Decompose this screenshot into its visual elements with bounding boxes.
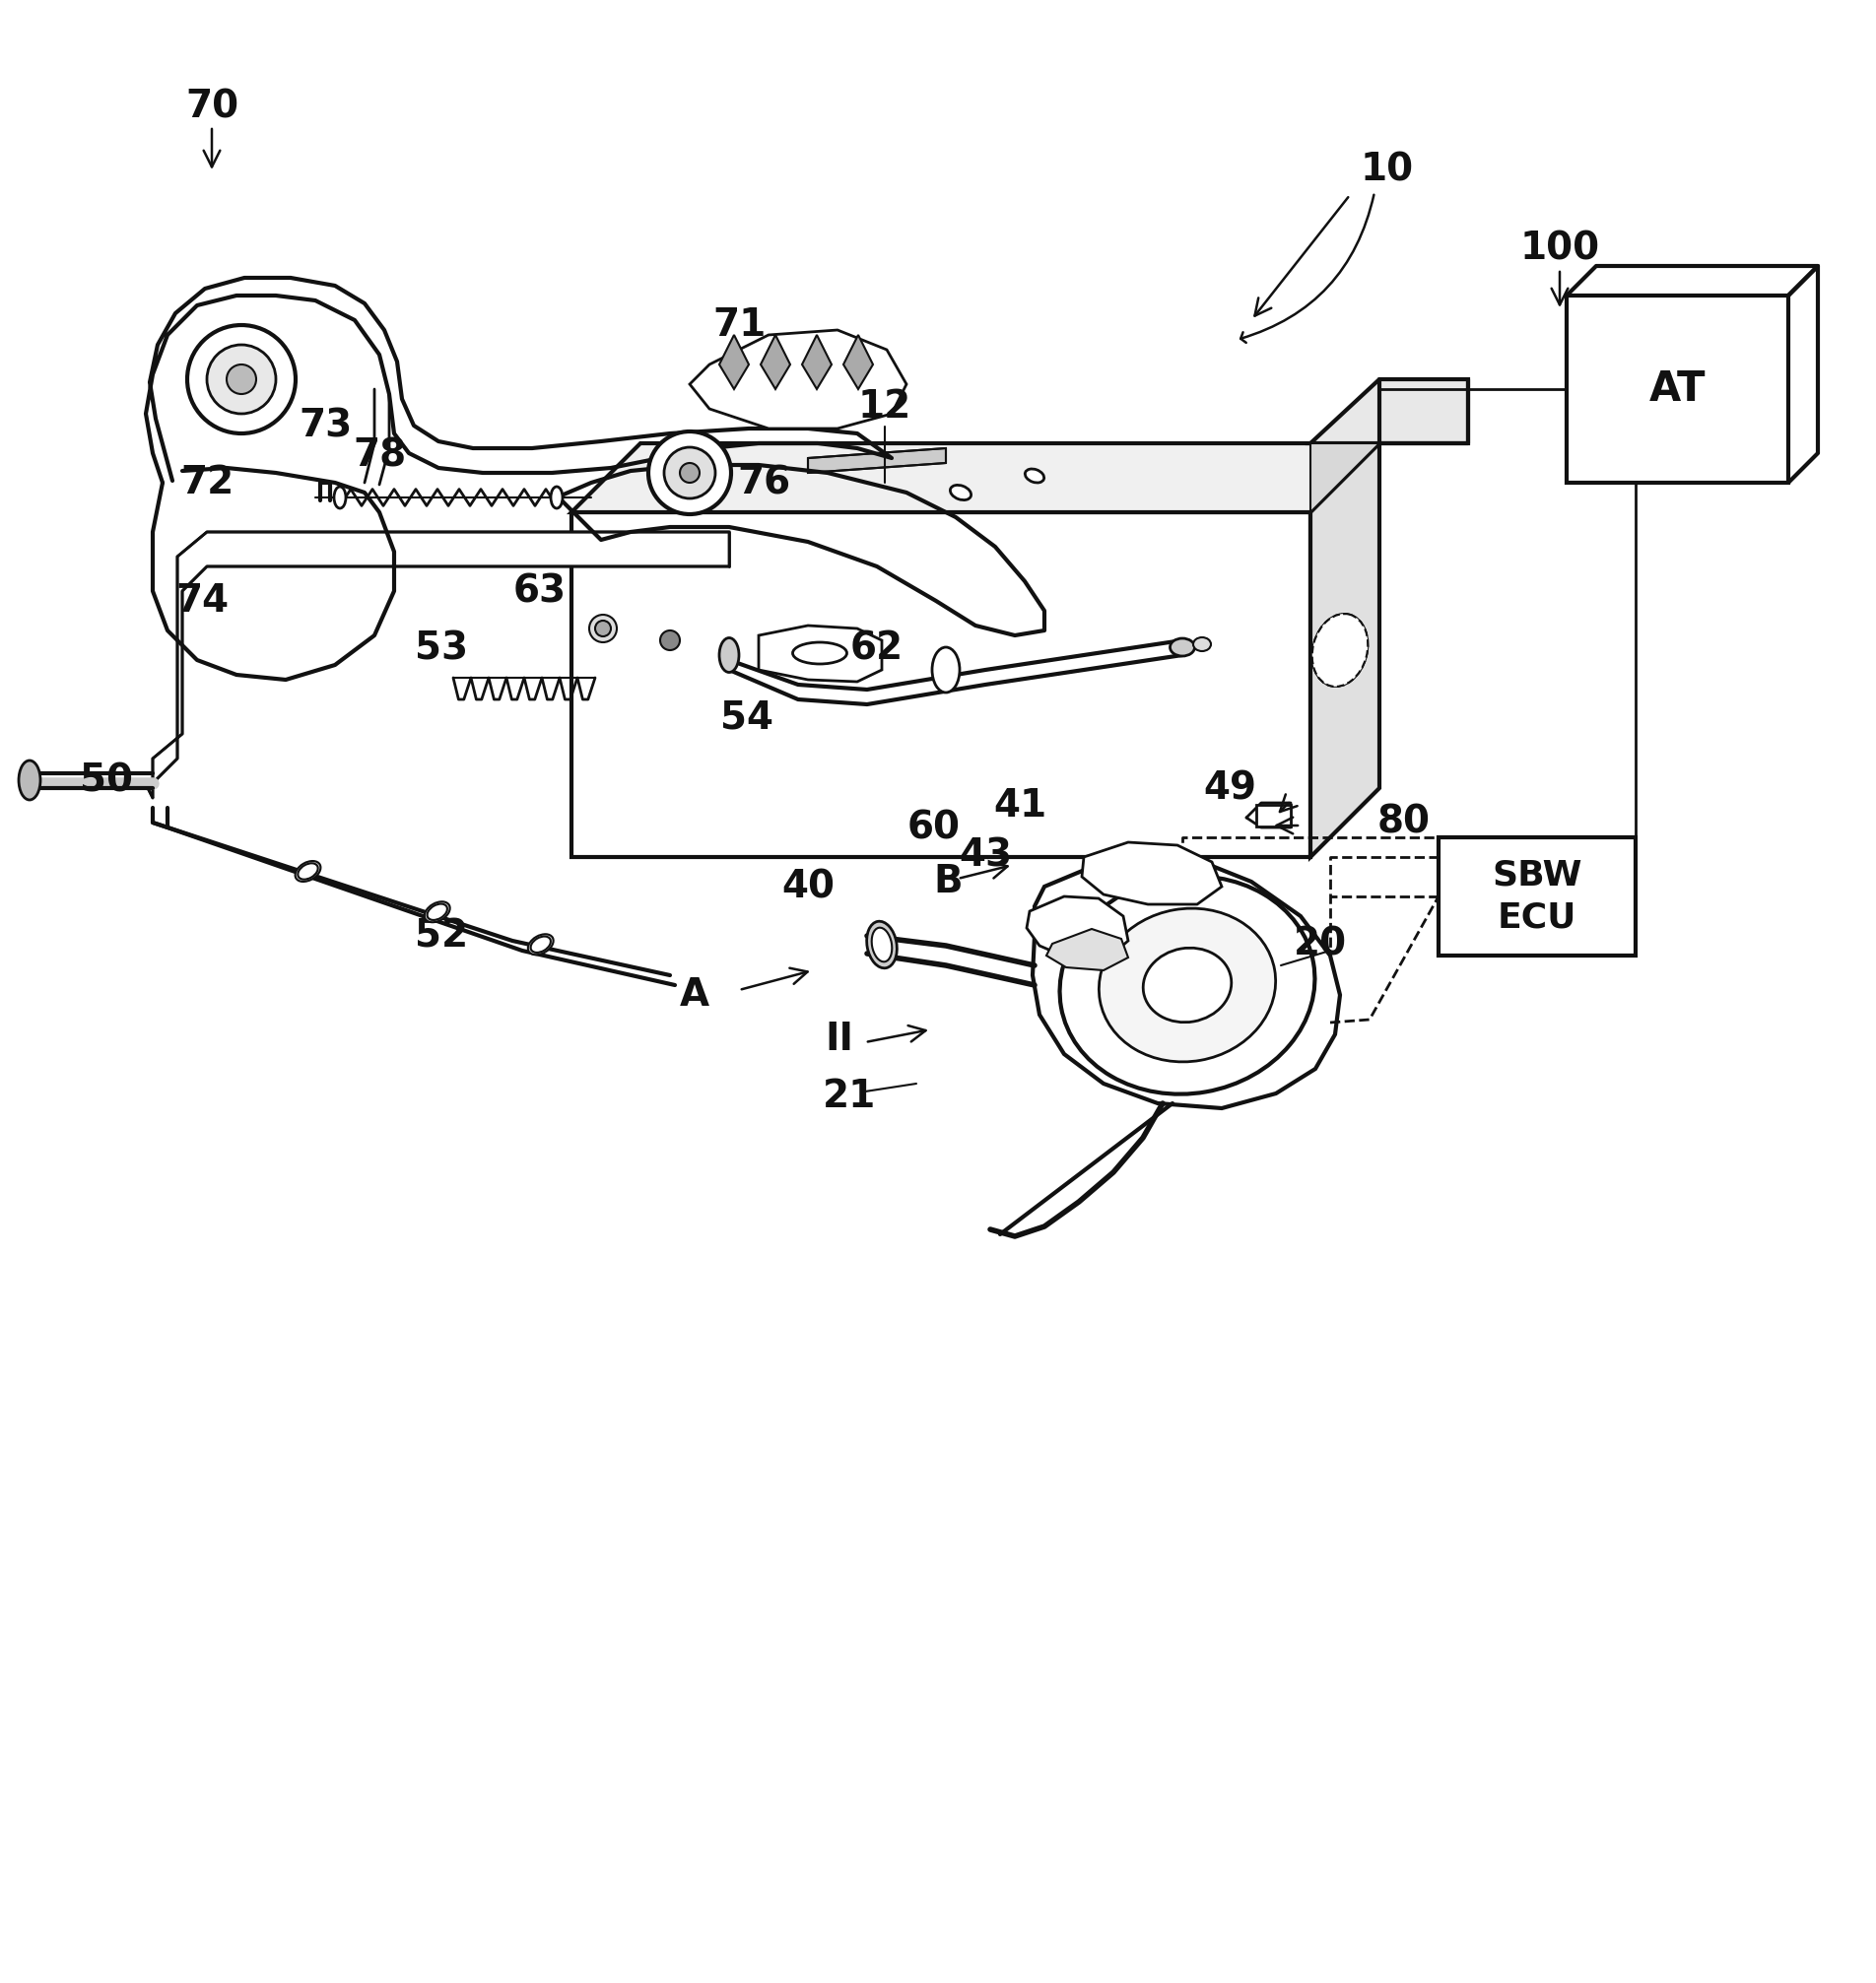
Text: 10: 10: [1360, 153, 1415, 188]
Ellipse shape: [424, 902, 450, 922]
Ellipse shape: [295, 861, 321, 882]
Ellipse shape: [867, 922, 897, 968]
Circle shape: [660, 631, 679, 650]
Polygon shape: [719, 335, 749, 389]
Circle shape: [589, 615, 617, 642]
Text: 41: 41: [992, 787, 1047, 825]
Circle shape: [664, 448, 715, 498]
Ellipse shape: [1171, 639, 1195, 656]
Text: 74: 74: [174, 583, 229, 619]
Polygon shape: [1026, 896, 1127, 960]
Polygon shape: [844, 335, 872, 389]
Text: 20: 20: [1294, 924, 1347, 962]
Text: 53: 53: [415, 629, 469, 666]
Text: 54: 54: [720, 698, 773, 736]
Text: 43: 43: [959, 837, 1011, 875]
Ellipse shape: [1024, 468, 1045, 482]
Polygon shape: [572, 444, 1379, 512]
Text: 52: 52: [415, 916, 469, 954]
Polygon shape: [1047, 928, 1127, 970]
Text: 100: 100: [1520, 230, 1600, 268]
Text: II: II: [825, 1021, 854, 1059]
Text: 62: 62: [850, 629, 904, 666]
Ellipse shape: [1099, 908, 1276, 1061]
Ellipse shape: [719, 639, 739, 672]
Ellipse shape: [531, 936, 552, 952]
Circle shape: [649, 432, 732, 514]
Text: 71: 71: [713, 305, 765, 343]
Polygon shape: [1311, 444, 1379, 512]
Ellipse shape: [932, 646, 961, 692]
Polygon shape: [572, 512, 1311, 857]
Bar: [1439, 837, 1636, 956]
Text: B: B: [932, 863, 962, 900]
Ellipse shape: [19, 761, 41, 799]
Text: 50: 50: [81, 763, 133, 799]
Text: 72: 72: [180, 464, 234, 502]
Polygon shape: [1311, 444, 1379, 857]
Text: 12: 12: [857, 389, 912, 426]
Text: AT: AT: [1649, 369, 1705, 410]
Bar: [1566, 295, 1788, 482]
Circle shape: [679, 462, 700, 482]
Ellipse shape: [951, 486, 972, 500]
Ellipse shape: [334, 486, 345, 508]
Ellipse shape: [1311, 615, 1368, 686]
Polygon shape: [758, 625, 882, 682]
Circle shape: [188, 325, 296, 434]
Polygon shape: [1082, 843, 1221, 904]
Text: 63: 63: [514, 573, 567, 611]
Ellipse shape: [1311, 615, 1368, 686]
Ellipse shape: [1060, 876, 1315, 1095]
Polygon shape: [809, 448, 946, 472]
Text: 80: 80: [1377, 803, 1431, 841]
Circle shape: [206, 345, 276, 414]
Text: 76: 76: [737, 464, 790, 502]
Circle shape: [595, 621, 612, 637]
Ellipse shape: [872, 928, 891, 962]
Bar: [1257, 805, 1291, 827]
Polygon shape: [1311, 379, 1469, 444]
Text: 60: 60: [908, 809, 961, 847]
Polygon shape: [690, 329, 906, 428]
Text: 21: 21: [822, 1077, 876, 1114]
Text: 70: 70: [186, 87, 238, 125]
Text: 40: 40: [780, 869, 835, 906]
Ellipse shape: [552, 486, 563, 508]
Ellipse shape: [1193, 637, 1210, 650]
Ellipse shape: [1142, 948, 1231, 1023]
Polygon shape: [803, 335, 831, 389]
Text: 49: 49: [1203, 769, 1257, 807]
Ellipse shape: [527, 934, 553, 954]
Text: 78: 78: [353, 438, 405, 474]
Text: A: A: [679, 976, 709, 1013]
Polygon shape: [760, 335, 790, 389]
Ellipse shape: [298, 863, 317, 878]
Text: SBW
ECU: SBW ECU: [1491, 859, 1581, 934]
Text: 73: 73: [298, 407, 353, 444]
Polygon shape: [148, 531, 730, 797]
Ellipse shape: [794, 642, 846, 664]
Polygon shape: [1032, 857, 1339, 1108]
Circle shape: [227, 365, 257, 395]
Ellipse shape: [428, 904, 446, 920]
